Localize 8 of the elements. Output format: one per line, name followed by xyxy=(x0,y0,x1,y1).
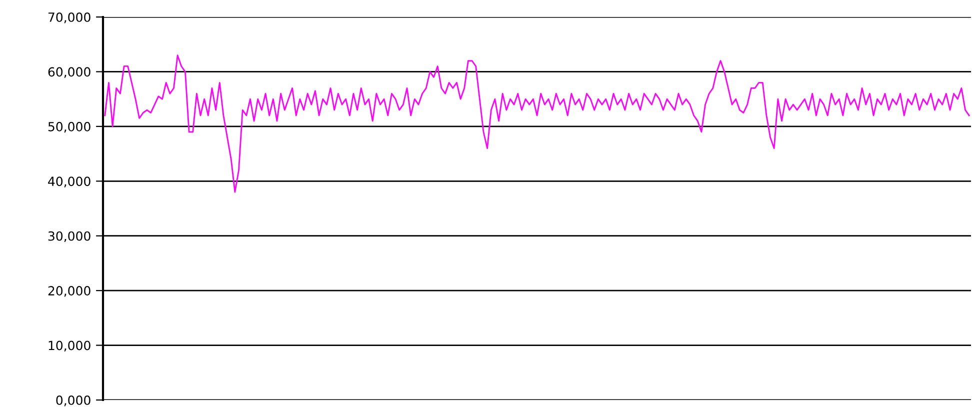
y-tick-label: 50,000 xyxy=(48,122,90,133)
y-tick-label: 70,000 xyxy=(48,12,90,24)
y-tick-label: 20,000 xyxy=(48,286,90,297)
y-tick-label: 0,000 xyxy=(56,395,90,406)
y-tick-label: 30,000 xyxy=(48,231,90,242)
y-tick-label: 10,000 xyxy=(48,340,90,352)
y-tick-label: 40,000 xyxy=(48,176,90,188)
y-tick-label: 60,000 xyxy=(48,67,90,78)
